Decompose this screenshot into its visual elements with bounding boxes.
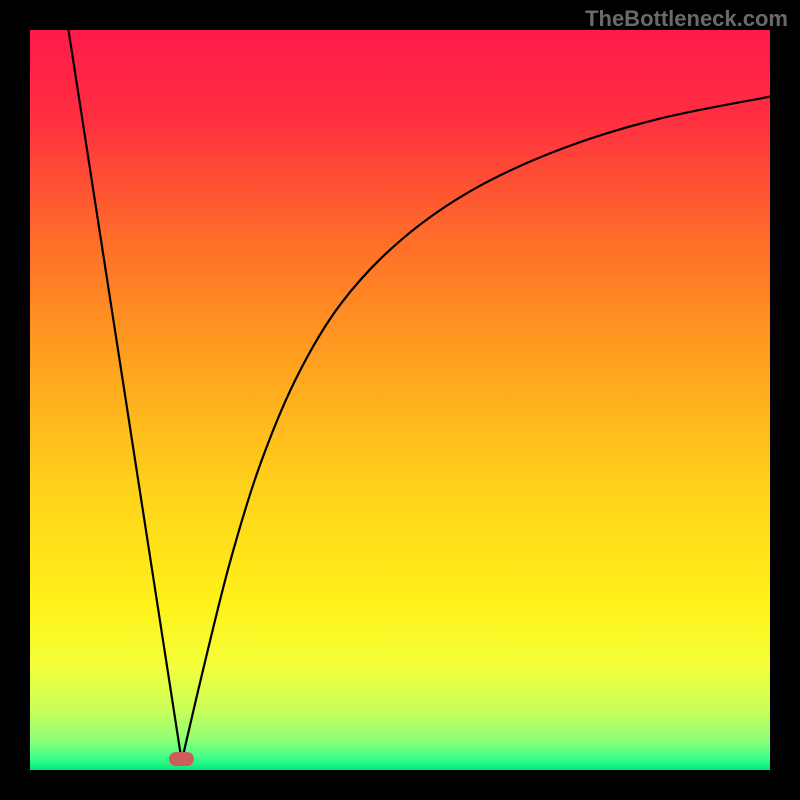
curve-svg bbox=[30, 30, 770, 770]
minimum-marker bbox=[169, 752, 194, 765]
plot-area bbox=[30, 30, 770, 770]
bottleneck-curve bbox=[68, 30, 770, 761]
chart-container: TheBottleneck.com bbox=[0, 0, 800, 800]
watermark-text: TheBottleneck.com bbox=[585, 6, 788, 32]
